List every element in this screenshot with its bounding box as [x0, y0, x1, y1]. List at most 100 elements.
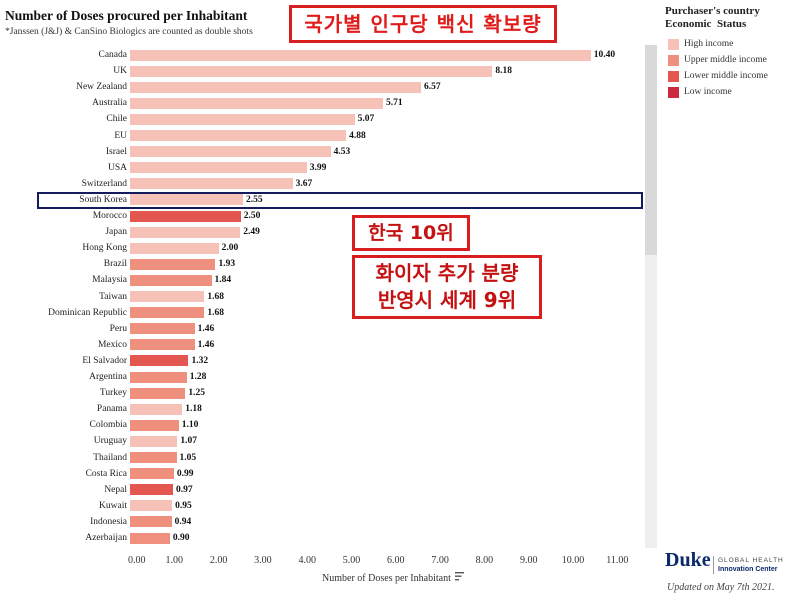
chart-subtitle: *Janssen (J&J) & CanSino Biologics are c… — [5, 27, 253, 37]
country-label: Azerbaijan — [85, 533, 127, 543]
duke-logo: Duke — [665, 549, 711, 571]
country-label: Australia — [92, 98, 127, 109]
bar[interactable] — [130, 339, 195, 351]
logo-divider — [713, 556, 714, 574]
bar-value-label: 2.55 — [245, 194, 263, 205]
bar-value-label: 10.40 — [593, 50, 616, 60]
x-tick-label: 10.00 — [561, 555, 585, 566]
bar[interactable] — [130, 323, 195, 335]
bar-value-label: 0.90 — [172, 533, 190, 543]
legend-item[interactable]: Lower middle income — [668, 70, 768, 82]
country-label: Dominican Republic — [48, 307, 127, 318]
legend-item[interactable]: Upper middle income — [668, 54, 767, 66]
bar-value-label: 1.68 — [207, 307, 225, 318]
bar[interactable] — [130, 97, 383, 109]
bar[interactable] — [130, 484, 173, 496]
bar[interactable] — [130, 81, 422, 93]
bar[interactable] — [130, 419, 179, 431]
bar-value-label: 1.10 — [181, 420, 199, 431]
sort-icon[interactable] — [454, 572, 465, 584]
bar-value-label: 3.67 — [295, 178, 313, 189]
x-tick-label: 3.00 — [254, 555, 272, 566]
country-label: Nepal — [104, 484, 127, 495]
chart-title: Number of Doses procured per Inhabitant — [5, 8, 248, 23]
bar-value-label: 0.95 — [175, 500, 192, 511]
bar-value-label: 1.32 — [191, 355, 209, 366]
bar[interactable] — [130, 162, 307, 174]
country-label: Taiwan — [99, 291, 127, 302]
x-axis-title: Number of Doses per Inhabitant — [322, 572, 465, 584]
country-label: USA — [107, 162, 127, 173]
bar-value-label: 1.46 — [197, 339, 215, 350]
logo-line-1: GLOBAL HEALTH — [718, 557, 784, 564]
bar[interactable] — [130, 291, 205, 302]
country-label: EU — [114, 130, 127, 141]
bar[interactable] — [130, 371, 187, 383]
legend-swatch — [668, 38, 679, 50]
bar[interactable] — [130, 307, 205, 319]
bar[interactable] — [130, 146, 331, 158]
bar[interactable] — [130, 387, 186, 399]
country-label: Morocco — [92, 211, 127, 221]
country-label: El Salvador — [82, 355, 127, 366]
country-label: Uruguay — [93, 436, 127, 447]
x-tick-label: 4.00 — [298, 555, 316, 566]
x-tick-label: 8.00 — [475, 555, 494, 566]
bar-value-label: 2.00 — [221, 243, 239, 254]
chart-scrollbar-thumb[interactable] — [645, 45, 657, 255]
bar[interactable] — [130, 113, 355, 125]
headline-overlay: 국가별 인구당 백신 확보량 — [289, 5, 557, 43]
bar[interactable] — [130, 242, 219, 254]
bar-value-label: 2.49 — [243, 227, 260, 238]
x-tick-label: 7.00 — [431, 555, 449, 566]
bar[interactable] — [130, 468, 174, 480]
country-label: New Zealand — [76, 82, 127, 93]
south-korea-highlight-box — [37, 192, 643, 209]
bar-value-label: 8.18 — [495, 66, 512, 77]
note-line-1: 화이자 추가 분량 — [375, 261, 519, 285]
bar-value-label: 1.68 — [207, 291, 225, 302]
country-label: Colombia — [89, 420, 127, 431]
bar-value-label: 1.18 — [185, 404, 202, 415]
logo-line-2: Innovation Center — [718, 566, 778, 573]
legend-item[interactable]: Low income — [668, 86, 732, 98]
bar-value-label: 1.28 — [189, 372, 207, 382]
bar[interactable] — [130, 435, 178, 447]
bar[interactable] — [130, 452, 177, 463]
bar[interactable] — [130, 500, 173, 512]
bar-value-label: 5.71 — [385, 98, 403, 109]
legend-swatch — [668, 86, 679, 98]
bar[interactable] — [130, 258, 216, 270]
x-tick-label: 1.00 — [165, 555, 184, 566]
bar[interactable] — [130, 226, 241, 238]
bar[interactable] — [130, 403, 183, 415]
bar[interactable] — [130, 178, 293, 190]
country-label: Japan — [105, 227, 127, 238]
bar[interactable] — [130, 532, 170, 544]
country-label: Israel — [105, 146, 127, 157]
legend-label: Low income — [684, 87, 732, 97]
bar[interactable] — [130, 49, 591, 61]
bar[interactable] — [130, 516, 172, 528]
country-label: Peru — [109, 323, 127, 334]
bar[interactable] — [130, 355, 189, 367]
bar-value-label: 1.93 — [218, 259, 236, 270]
bar-value-label: 4.88 — [349, 130, 366, 141]
bar[interactable] — [130, 274, 212, 286]
bar-value-label: 1.07 — [180, 436, 198, 447]
country-label: Costa Rica — [85, 468, 127, 479]
legend-swatch — [668, 70, 679, 82]
bar[interactable] — [130, 210, 241, 222]
legend-item[interactable]: High income — [668, 38, 733, 50]
country-label: Indonesia — [90, 516, 127, 527]
bar-value-label: 4.53 — [333, 146, 351, 157]
legend-label: Upper middle income — [684, 55, 767, 65]
legend-label: High income — [684, 39, 734, 49]
bar-value-label: 0.99 — [176, 468, 194, 479]
bar[interactable] — [130, 194, 243, 206]
note-line-2: 반영시 세계 9위 — [377, 288, 517, 312]
bar[interactable] — [130, 65, 493, 77]
bar[interactable] — [130, 130, 347, 141]
updated-note: Updated on May 7th 2021. — [667, 582, 775, 593]
country-label: Switzerland — [81, 178, 127, 189]
